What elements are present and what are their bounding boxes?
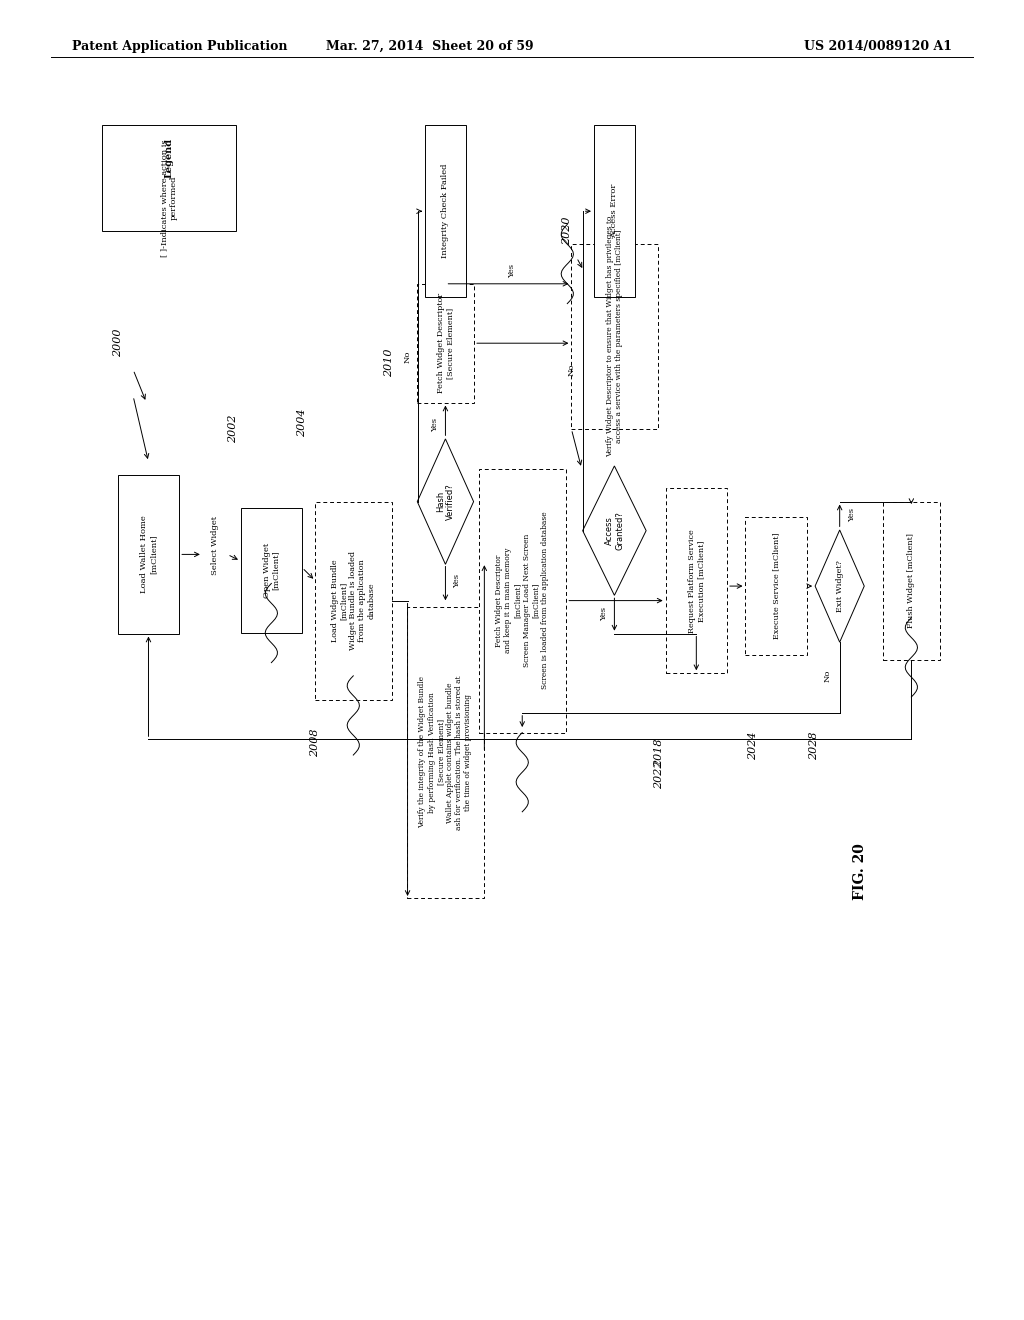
Text: 2012: 2012 [468,735,478,764]
Bar [479,469,565,733]
Text: Yes: Yes [431,418,439,432]
Bar [594,125,635,297]
Text: Flush Widget [mClient]: Flush Widget [mClient] [907,533,915,628]
Polygon shape [418,438,473,565]
Text: Fetch Widget Descriptor
and keep it in main memory
[mClient]
Screen Manager Load: Fetch Widget Descriptor and keep it in m… [496,512,549,689]
Text: No: No [823,669,831,682]
Text: 2014: 2014 [476,758,486,787]
Text: FIG. 20: FIG. 20 [853,842,867,900]
Bar [102,125,236,231]
Text: Hash
Verified?: Hash Verified? [436,483,455,520]
Text: Load Wallet Home
[mClient]: Load Wallet Home [mClient] [140,516,157,593]
Text: 2020: 2020 [562,216,572,246]
Bar [118,475,179,634]
Text: Verify the integrity of the Widget Bundle
by performing Hash Verification
[Secur: Verify the integrity of the Widget Bundl… [419,675,472,830]
Text: 2002: 2002 [228,414,239,444]
Text: No: No [403,350,412,363]
Polygon shape [583,466,646,595]
Bar [571,244,657,429]
Text: Open Widget
[mClient]: Open Widget [mClient] [263,543,280,598]
Bar [745,516,807,655]
Bar [408,607,484,898]
Text: No: No [567,363,575,376]
Text: Legend: Legend [165,139,173,178]
Text: [ ]-Indicates where action is
performed: [ ]-Indicates where action is performed [161,139,177,257]
Text: 2028: 2028 [809,731,819,760]
Text: Verify Widget Descriptor to ensure that Widget has privileges to
access a servic: Verify Widget Descriptor to ensure that … [606,216,623,457]
Text: Exit Widget?: Exit Widget? [836,560,844,612]
Text: Fetch Widget Descriptor
[Secure Element]: Fetch Widget Descriptor [Secure Element] [437,293,454,393]
Text: Load Widget Bundle
[mClient]
Widget Bundle is loaded
from the application
databa: Load Widget Bundle [mClient] Widget Bund… [331,552,376,649]
Bar [315,502,391,700]
Text: Execute Service [mClient]: Execute Service [mClient] [772,533,780,639]
Text: Select Widget: Select Widget [211,516,219,574]
Text: Yes: Yes [508,264,516,277]
Text: US 2014/0089120 A1: US 2014/0089120 A1 [804,40,952,53]
Text: Request Platform Service
Execution [mClient]: Request Platform Service Execution [mCli… [688,529,705,632]
Bar [425,125,466,297]
Text: Mar. 27, 2014  Sheet 20 of 59: Mar. 27, 2014 Sheet 20 of 59 [327,40,534,53]
Text: 2008: 2008 [310,729,321,758]
Text: Yes: Yes [600,607,608,620]
Text: 2018: 2018 [654,738,665,767]
Text: 2000: 2000 [113,329,123,358]
Bar [666,488,727,673]
Polygon shape [815,529,864,642]
Text: Access
Granted?: Access Granted? [605,511,624,550]
Text: Access Error: Access Error [610,183,618,239]
Bar [883,502,940,660]
Text: 2004: 2004 [297,408,307,437]
Text: 2010: 2010 [384,348,394,378]
Text: Yes: Yes [453,574,461,587]
Bar [418,284,473,403]
Bar [241,508,302,634]
Text: Integrity Check Failed: Integrity Check Failed [441,164,450,259]
Text: 2024: 2024 [748,731,758,760]
Text: 2022: 2022 [654,760,665,789]
Text: Yes: Yes [848,508,856,521]
Text: Patent Application Publication: Patent Application Publication [72,40,287,53]
